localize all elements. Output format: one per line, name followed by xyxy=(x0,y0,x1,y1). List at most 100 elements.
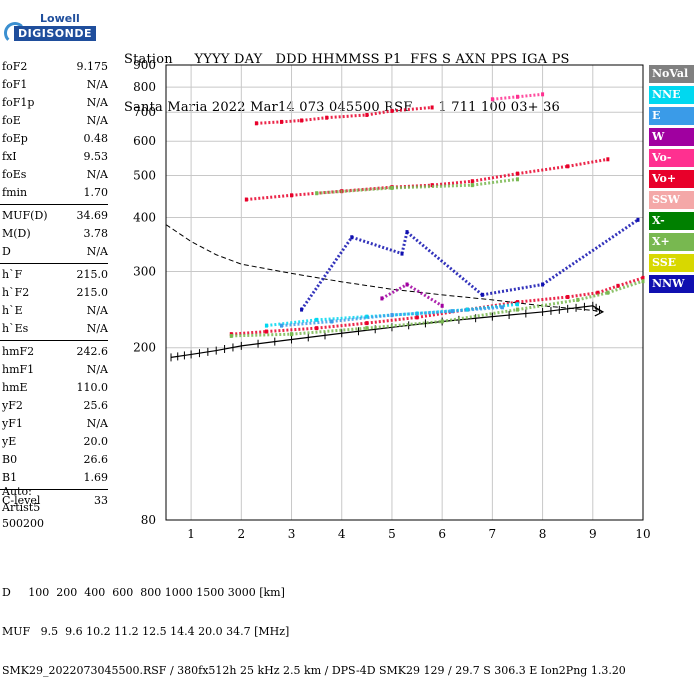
logo-brand: Lowell xyxy=(40,12,80,25)
legend-item-sse: SSE xyxy=(649,254,694,272)
param-value: 25.6 xyxy=(83,399,109,412)
trace-segment xyxy=(482,283,543,297)
y-tick-label: 80 xyxy=(141,513,156,527)
param-label: hmE xyxy=(2,381,28,394)
trace-segment xyxy=(452,305,503,313)
param-label: fmin xyxy=(2,186,28,199)
y-tick-label: 600 xyxy=(133,134,156,148)
param-value: N/A xyxy=(86,322,108,335)
data-point xyxy=(606,157,610,162)
trace-segment xyxy=(391,105,433,113)
trace-segment xyxy=(567,291,599,299)
param-row: hmE 110.0 xyxy=(2,379,108,397)
auto-version: 500200 xyxy=(2,517,44,530)
param-value: N/A xyxy=(86,304,108,317)
param-value: 215.0 xyxy=(76,286,109,299)
param-row: M(D) 3.78 xyxy=(2,225,108,243)
trace-segment xyxy=(351,235,403,256)
trace-segment xyxy=(391,183,473,190)
x-tick-label: 7 xyxy=(489,527,497,541)
data-point xyxy=(515,302,519,307)
trace-segment xyxy=(431,179,473,187)
trace-segment xyxy=(316,315,367,322)
param-row: h`Es N/A xyxy=(2,320,108,338)
param-row: h`F2 215.0 xyxy=(2,284,108,302)
param-label: yE xyxy=(2,435,17,448)
legend-item-vo: Vo+ xyxy=(649,170,694,188)
param-label: B1 xyxy=(2,471,18,484)
x-tick-label: 10 xyxy=(635,527,650,541)
param-label: hmF2 xyxy=(2,345,35,358)
param-value: 26.6 xyxy=(83,453,109,466)
trace-segment xyxy=(281,319,332,328)
param-label: foF2 xyxy=(2,60,28,73)
param-value: N/A xyxy=(86,363,108,376)
footer-distance-row: D 100 200 400 600 800 1000 1500 3000 [km… xyxy=(2,586,285,599)
y-tick-label: 900 xyxy=(133,58,156,72)
param-value: 215.0 xyxy=(76,268,109,281)
legend-item-w: W xyxy=(649,128,694,146)
trace-segment xyxy=(231,332,292,338)
param-value: 1.70 xyxy=(83,186,109,199)
param-label: foEp xyxy=(2,132,28,145)
profile-line xyxy=(170,305,604,358)
param-row: hmF2 242.6 xyxy=(2,343,108,361)
logo-name: DIGISONDE xyxy=(14,26,96,41)
footer-muf-row: MUF 9.5 9.6 10.2 11.2 12.5 14.4 20.0 34.… xyxy=(2,625,290,638)
trace-segment xyxy=(266,326,317,334)
data-point xyxy=(541,92,545,97)
param-label: foE xyxy=(2,114,21,127)
autoscaling-info: Auto: Artist5 500200 xyxy=(2,484,44,532)
param-row: h`F 215.0 xyxy=(2,266,108,284)
param-value: 9.175 xyxy=(76,60,109,73)
data-point xyxy=(515,177,519,182)
param-label: D xyxy=(2,245,11,258)
x-tick-label: 3 xyxy=(288,527,296,541)
param-row: D N/A xyxy=(2,243,108,261)
trace-segment xyxy=(246,193,292,202)
param-row: MUF(D) 34.69 xyxy=(2,207,108,225)
param-value: N/A xyxy=(86,168,108,181)
trace-segment xyxy=(366,315,418,325)
param-row: foE N/A xyxy=(2,112,108,130)
trace-segment xyxy=(617,276,644,288)
data-point xyxy=(430,105,434,110)
mufd-curve xyxy=(165,224,603,313)
param-separator xyxy=(0,340,108,341)
plot-frame xyxy=(165,64,644,521)
legend-item-noval: NoVal xyxy=(649,65,694,83)
data-point xyxy=(641,279,645,284)
trace-segment xyxy=(472,172,518,183)
data-point xyxy=(636,217,640,222)
param-value: 33 xyxy=(94,494,108,507)
legend-item-x: X+ xyxy=(649,233,694,251)
data-point xyxy=(440,303,444,308)
logo-swoosh-icon xyxy=(4,22,26,44)
param-label: M(D) xyxy=(2,227,31,240)
trace-segment xyxy=(517,92,543,99)
x-tick-label: 5 xyxy=(388,527,396,541)
param-value: 20.0 xyxy=(83,435,109,448)
data-point xyxy=(500,305,504,310)
param-label: C-level xyxy=(2,494,41,507)
trace-segment xyxy=(381,283,408,300)
param-row: B0 26.6 xyxy=(2,451,108,469)
trace-segment xyxy=(316,321,367,330)
param-value: 0.48 xyxy=(83,132,109,145)
param-label: hmF1 xyxy=(2,363,35,376)
header-columns: Station YYYY DAY DDD HHMMSS P1 FFS S AXN… xyxy=(124,52,570,67)
param-row: foEs N/A xyxy=(2,166,108,184)
param-label: B0 xyxy=(2,453,18,466)
legend-item-x: X- xyxy=(649,212,694,230)
trace-segment xyxy=(406,230,484,296)
param-row: B1 1.69 xyxy=(2,469,108,487)
legend-item-nne: NNE xyxy=(649,86,694,104)
trace-segment xyxy=(256,120,282,125)
x-tick-label: 6 xyxy=(438,527,446,541)
trace-segment xyxy=(577,291,609,302)
param-value: N/A xyxy=(86,245,108,258)
x-tick-label: 1 xyxy=(187,527,195,541)
trace-segment xyxy=(441,308,518,323)
param-row: yF2 25.6 xyxy=(2,397,108,415)
legend-item-e: E xyxy=(649,107,694,125)
